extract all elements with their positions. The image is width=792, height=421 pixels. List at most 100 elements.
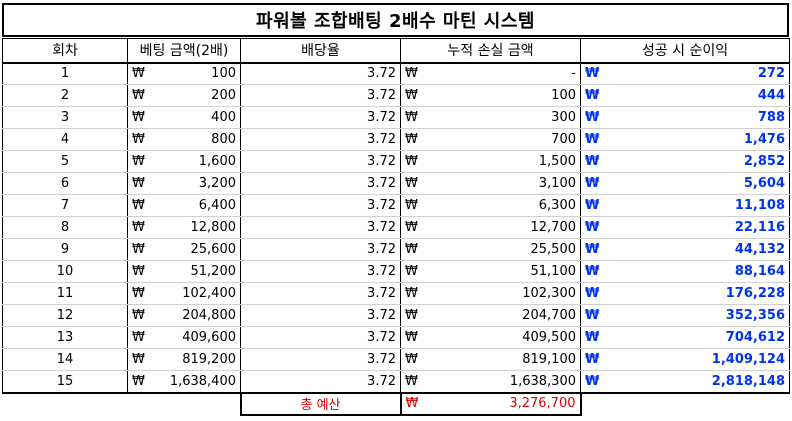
currency-symbol: ₩ bbox=[585, 373, 600, 389]
odds-cell: 3.72 bbox=[240, 194, 401, 217]
bet-value: 819,200 bbox=[182, 352, 236, 367]
loss-value: - bbox=[571, 66, 576, 82]
loss-value: 700 bbox=[551, 132, 576, 147]
round-cell: 7 bbox=[2, 194, 128, 217]
profit-value: 2,852 bbox=[743, 154, 785, 169]
currency-symbol: ₩ bbox=[585, 242, 600, 257]
odds-cell: 3.72 bbox=[240, 84, 401, 107]
loss-cell: ₩12,700 bbox=[400, 216, 581, 239]
bet-value: 400 bbox=[211, 110, 236, 125]
currency-symbol: ₩ bbox=[585, 198, 600, 213]
currency-symbol: ₩ bbox=[405, 220, 418, 235]
profit-cell: ₩5,604 bbox=[580, 172, 790, 195]
loss-value: 12,700 bbox=[530, 220, 577, 235]
currency-symbol: ₩ bbox=[405, 110, 418, 125]
loss-cell: ₩700 bbox=[400, 128, 581, 151]
odds-cell: 3.72 bbox=[240, 370, 401, 394]
bet-cell: ₩100 bbox=[127, 62, 241, 85]
profit-value: 22,116 bbox=[734, 220, 785, 235]
bet-value: 1,638,400 bbox=[169, 373, 236, 389]
currency-symbol: ₩ bbox=[132, 242, 145, 257]
table-row: 9 ₩25,600 3.72 ₩25,500 ₩44,132 bbox=[2, 238, 790, 261]
odds-cell: 3.72 bbox=[240, 172, 401, 195]
loss-value: 300 bbox=[551, 110, 576, 125]
header-profit: 성공 시 순이익 bbox=[580, 38, 790, 64]
currency-symbol: ₩ bbox=[132, 154, 145, 169]
loss-value: 51,100 bbox=[530, 264, 577, 279]
table-row: 14 ₩819,200 3.72 ₩819,100 ₩1,409,124 bbox=[2, 348, 790, 371]
profit-cell: ₩11,108 bbox=[580, 194, 790, 217]
bet-cell: ₩204,800 bbox=[127, 304, 241, 327]
sheet-title: 파워볼 조합배팅 2배수 마틴 시스템 bbox=[2, 3, 789, 37]
currency-symbol: ₩ bbox=[405, 242, 418, 257]
odds-cell: 3.72 bbox=[240, 260, 401, 283]
odds-cell: 3.72 bbox=[240, 216, 401, 239]
header-bet: 베팅 금액(2배) bbox=[127, 38, 241, 64]
loss-value: 1,500 bbox=[538, 154, 576, 169]
currency-symbol: ₩ bbox=[405, 198, 418, 213]
round-cell: 4 bbox=[2, 128, 128, 151]
header-loss: 누적 손실 금액 bbox=[400, 38, 581, 64]
profit-cell: ₩2,852 bbox=[580, 150, 790, 173]
currency-symbol: ₩ bbox=[132, 198, 145, 213]
loss-cell: ₩ - bbox=[400, 62, 581, 85]
bet-cell: ₩102,400 bbox=[127, 282, 241, 305]
loss-cell: ₩3,100 bbox=[400, 172, 581, 195]
bet-cell: ₩1,638,400 bbox=[127, 370, 241, 394]
bet-value: 100 bbox=[211, 66, 236, 82]
loss-value: 1,638,300 bbox=[509, 373, 576, 389]
round-cell: 5 bbox=[2, 150, 128, 173]
currency-symbol: ₩ bbox=[405, 330, 418, 345]
loss-cell: ₩204,700 bbox=[400, 304, 581, 327]
round-cell: 6 bbox=[2, 172, 128, 195]
table-row: 2 ₩200 3.72 ₩100 ₩444 bbox=[2, 84, 790, 107]
currency-symbol: ₩ bbox=[405, 396, 419, 411]
round-cell: 2 bbox=[2, 84, 128, 107]
loss-cell: ₩6,300 bbox=[400, 194, 581, 217]
bet-value: 3,200 bbox=[198, 176, 236, 191]
table-row: 12 ₩204,800 3.72 ₩204,700 ₩352,356 bbox=[2, 304, 790, 327]
table-row: 5 ₩1,600 3.72 ₩1,500 ₩2,852 bbox=[2, 150, 790, 173]
profit-value: 1,409,124 bbox=[711, 352, 785, 367]
currency-symbol: ₩ bbox=[585, 110, 600, 125]
odds-cell: 3.72 bbox=[240, 150, 401, 173]
table-row: 10 ₩51,200 3.72 ₩51,100 ₩88,164 bbox=[2, 260, 790, 283]
loss-cell: ₩102,300 bbox=[400, 282, 581, 305]
profit-value: 2,818,148 bbox=[711, 373, 785, 389]
budget-row: 총 예산 ₩ 3,276,700 bbox=[3, 392, 790, 416]
bet-value: 409,600 bbox=[182, 330, 236, 345]
loss-value: 25,500 bbox=[530, 242, 577, 257]
loss-cell: ₩300 bbox=[400, 106, 581, 129]
bet-value: 12,800 bbox=[190, 220, 237, 235]
currency-symbol: ₩ bbox=[585, 88, 600, 103]
profit-cell: ₩704,612 bbox=[580, 326, 790, 349]
bet-cell: ₩800 bbox=[127, 128, 241, 151]
table-row: 15 ₩1,638,400 3.72 ₩1,638,300 ₩2,818,148 bbox=[2, 370, 790, 394]
currency-symbol: ₩ bbox=[132, 264, 145, 279]
bet-cell: ₩819,200 bbox=[127, 348, 241, 371]
bet-value: 51,200 bbox=[190, 264, 237, 279]
bet-value: 102,400 bbox=[182, 286, 236, 301]
bet-value: 200 bbox=[211, 88, 236, 103]
bet-value: 1,600 bbox=[198, 154, 236, 169]
loss-cell: ₩1,638,300 bbox=[400, 370, 581, 394]
bet-cell: ₩400 bbox=[127, 106, 241, 129]
round-cell: 11 bbox=[2, 282, 128, 305]
profit-cell: ₩352,356 bbox=[580, 304, 790, 327]
round-cell: 10 bbox=[2, 260, 128, 283]
round-cell: 13 bbox=[2, 326, 128, 349]
bet-cell: ₩51,200 bbox=[127, 260, 241, 283]
profit-cell: ₩22,116 bbox=[580, 216, 790, 239]
bet-cell: ₩200 bbox=[127, 84, 241, 107]
loss-value: 102,300 bbox=[522, 286, 576, 301]
profit-cell: ₩1,409,124 bbox=[580, 348, 790, 371]
profit-value: 272 bbox=[757, 66, 785, 82]
currency-symbol: ₩ bbox=[585, 286, 600, 301]
budget-label: 총 예산 bbox=[239, 392, 402, 416]
currency-symbol: ₩ bbox=[405, 66, 418, 82]
odds-cell: 3.72 bbox=[240, 128, 401, 151]
loss-cell: ₩51,100 bbox=[400, 260, 581, 283]
currency-symbol: ₩ bbox=[132, 286, 145, 301]
currency-symbol: ₩ bbox=[405, 88, 418, 103]
